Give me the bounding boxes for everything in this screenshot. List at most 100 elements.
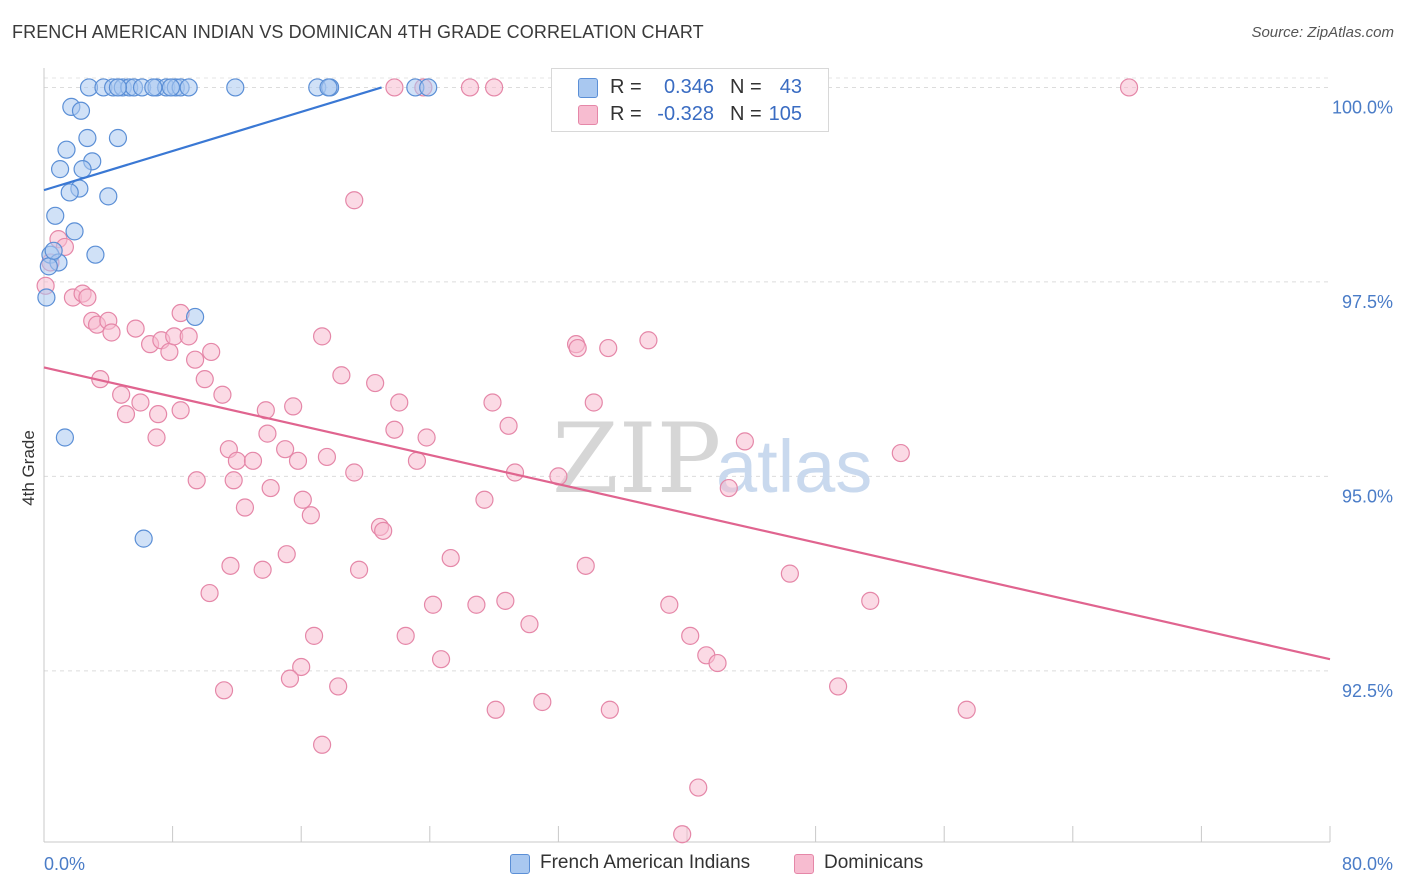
- dominican-point: [179, 327, 198, 346]
- dominican-point: [293, 490, 312, 509]
- legend-n-label: N =: [730, 103, 762, 125]
- dominican-point: [102, 323, 121, 342]
- dominican-point: [200, 583, 219, 603]
- french-american-indian-point: [57, 140, 76, 159]
- dominican-point: [78, 288, 97, 307]
- dominican-point: [284, 397, 303, 416]
- dominican-point: [366, 373, 385, 393]
- legend-swatch-blue: [510, 854, 530, 874]
- dominican-point: [467, 595, 486, 614]
- legend-r-value: -0.328: [657, 103, 714, 125]
- dominican-point: [345, 191, 364, 210]
- dominican-point: [253, 560, 272, 579]
- dominican-point: [499, 416, 518, 435]
- trend-lines: [43, 86, 1331, 661]
- legend-n-value: 105: [768, 103, 802, 125]
- french-american-indian-point: [319, 78, 338, 97]
- dominican-point: [417, 428, 436, 447]
- dominican-point: [460, 78, 480, 97]
- dominican-point: [957, 700, 976, 719]
- dominican-point: [735, 432, 754, 451]
- trend-line-dominicans: [43, 366, 1331, 661]
- french-american-indian-point: [37, 288, 56, 307]
- dominican-point: [221, 556, 240, 575]
- french-american-indian-point: [144, 78, 163, 97]
- french-american-indian-point: [39, 257, 58, 276]
- dominican-point: [483, 393, 502, 412]
- dominican-point: [689, 778, 708, 797]
- french-american-indian-point: [134, 529, 153, 548]
- dominican-point: [160, 342, 179, 362]
- dominican-point: [349, 560, 369, 579]
- legend-r-label: R =: [610, 103, 642, 125]
- french-american-indian-point: [46, 206, 65, 225]
- watermark-zip: ZIP: [552, 403, 721, 515]
- dominican-point: [301, 506, 320, 525]
- dominican-point: [533, 692, 552, 712]
- dominicans-points: [36, 78, 1139, 844]
- watermark: ZIP atlas: [552, 403, 872, 515]
- french-american-indian-point: [60, 183, 79, 202]
- dominican-point: [385, 420, 404, 439]
- dominican-point: [126, 319, 145, 338]
- dominican-point: [861, 591, 880, 610]
- source-label: Source: ZipAtlas.com: [1251, 24, 1394, 41]
- dominican-point: [224, 471, 243, 490]
- dominican-point: [227, 451, 246, 470]
- dominican-point: [214, 681, 234, 700]
- legend-r-label: R =: [610, 76, 642, 98]
- dominican-point: [1119, 78, 1139, 97]
- x-tick-label: 80.0%: [1342, 854, 1393, 874]
- dominican-point: [780, 564, 799, 583]
- dominican-point: [131, 393, 150, 412]
- french-american-indian-point: [108, 128, 128, 148]
- dominican-point: [213, 385, 232, 404]
- legend-swatch-pink: [578, 105, 598, 125]
- y-tick-label: 97.5%: [1342, 292, 1393, 312]
- dominican-point: [599, 338, 618, 358]
- dominican-point: [317, 447, 337, 467]
- legend-n-label: N =: [730, 76, 762, 98]
- dominican-point: [390, 393, 409, 412]
- grid-layer: [44, 77, 1330, 672]
- legend-swatch-blue: [578, 78, 598, 98]
- y-tick-label: 95.0%: [1342, 486, 1393, 506]
- dominican-point: [485, 78, 504, 97]
- dominican-point: [520, 615, 539, 634]
- legend-label: Dominicans: [824, 852, 924, 873]
- dominican-point: [496, 591, 515, 610]
- dominican-point: [708, 653, 727, 673]
- legend-r-value: 0.346: [663, 76, 714, 98]
- dominican-point: [171, 401, 190, 420]
- french-american-indians-points: [37, 78, 438, 548]
- french-american-indian-point: [186, 307, 205, 327]
- dominican-point: [280, 669, 300, 688]
- french-american-indian-point: [161, 78, 181, 97]
- dominican-point: [829, 677, 848, 696]
- dominican-point: [261, 478, 280, 498]
- y-tick-label: 100.0%: [1332, 97, 1393, 117]
- dominican-point: [332, 366, 351, 385]
- dominican-point: [312, 327, 332, 346]
- dominican-point: [639, 331, 658, 350]
- french-american-indian-point: [71, 101, 91, 120]
- stats-legend: R = 0.346 N = 43 R = -0.328 N = 105: [551, 68, 829, 132]
- dominican-point: [243, 451, 263, 470]
- dominican-point: [719, 478, 738, 498]
- dominican-point: [292, 657, 311, 677]
- french-american-indian-point: [86, 245, 105, 264]
- legend-row-french-american-indians: R = 0.346 N = 43: [552, 74, 828, 100]
- dominican-point: [147, 428, 166, 447]
- dominican-point: [475, 490, 494, 509]
- dominican-point: [187, 471, 206, 490]
- french-american-indian-point: [419, 78, 438, 97]
- dominican-point: [277, 545, 296, 564]
- dominican-point: [891, 443, 910, 463]
- axes-layer: [43, 68, 1331, 843]
- dominican-point: [681, 626, 700, 645]
- y-tick-label: 92.5%: [1342, 681, 1393, 701]
- dominican-point: [385, 78, 404, 97]
- dominican-point: [329, 677, 348, 696]
- legend-row-dominicans: R = -0.328 N = 105: [552, 101, 828, 127]
